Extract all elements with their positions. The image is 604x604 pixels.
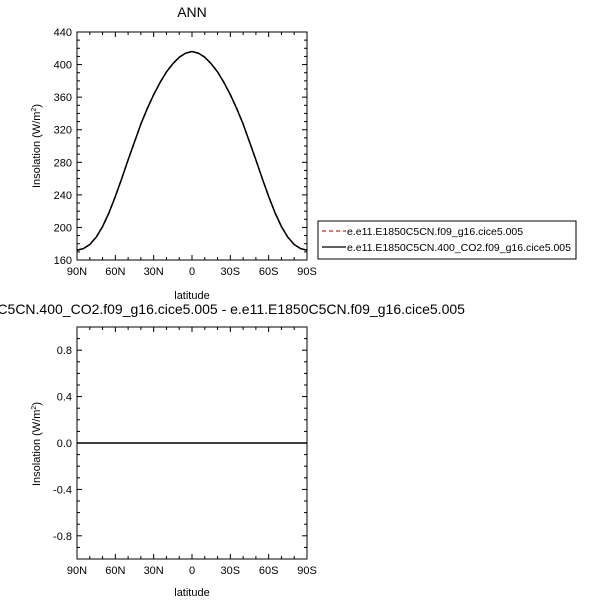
bottom-chart-title: e.e11.E1850C5CN.400_CO2.f09_g16.cice5.00…	[0, 301, 465, 317]
bottom-x-tick-label: 30S	[221, 565, 241, 577]
bottom-y-tick-label: -0.8	[53, 531, 72, 543]
bottom-x-tick-label: 30N	[144, 565, 164, 577]
top-series-line-1	[76, 50, 308, 251]
top-x-tick-label: 30S	[221, 266, 241, 278]
top-y-tick-label: 160	[54, 255, 72, 267]
bottom-panel: e.e11.E1850C5CN.400_CO2.f09_g16.cice5.00…	[0, 301, 465, 599]
bottom-y-tick-label: 0.8	[57, 345, 72, 357]
top-x-tick-label: 0	[189, 266, 195, 278]
top-y-tick-label: 400	[54, 60, 72, 72]
top-y-tick-label: 360	[54, 92, 72, 104]
bottom-x-tick-label: 90N	[67, 565, 87, 577]
legend-box	[317, 220, 577, 260]
top-y-axis-label-close: )	[31, 104, 43, 108]
bottom-x-tick-label: 0	[189, 565, 195, 577]
top-y-tick-label: 320	[54, 125, 72, 137]
top-x-tick-label: 90N	[67, 266, 87, 278]
top-x-tick-label: 90S	[297, 266, 317, 278]
top-series-line-0	[76, 50, 308, 251]
bottom-y-tick-label: -0.4	[53, 484, 72, 496]
bottom-x-tick-label: 90S	[297, 565, 317, 577]
top-y-tick-label: 240	[54, 190, 72, 202]
top-y-tick-label: 200	[54, 222, 72, 234]
bottom-y-axis-label-main: Insolation (W/m	[31, 410, 43, 486]
top-chart-title: ANN	[177, 4, 207, 20]
top-y-axis-label: Insolation (W/m2)	[31, 104, 43, 188]
top-x-axis-label: latitude	[174, 290, 209, 302]
top-y-axis-label-main: Insolation (W/m	[31, 112, 43, 188]
top-y-tick-label: 280	[54, 157, 72, 169]
top-plot-frame	[76, 31, 308, 261]
bottom-y-axis-label-sup: 2	[31, 406, 38, 410]
bottom-y-axis-label-close: )	[31, 402, 43, 406]
bottom-y-tick-label: 0.0	[57, 438, 72, 450]
bottom-y-axis-label: Insolation (W/m2)	[31, 402, 43, 486]
top-y-axis-label-sup: 2	[31, 108, 38, 112]
top-panel: ANN latitude Insolation (W/m2) 90N 60N 30N…	[31, 4, 317, 302]
legend-label-series-1: e.e11.E1850C5CN.400_CO2.f09_g16.cice5.00…	[347, 242, 571, 254]
bottom-x-tick-label: 60S	[259, 565, 279, 577]
bottom-x-axis-label: latitude	[174, 587, 209, 599]
bottom-y-tick-label: 0.4	[57, 392, 72, 404]
top-x-tick-label: 30N	[144, 266, 164, 278]
top-y-tick-label: 440	[54, 27, 72, 39]
top-legend: e.e11.E1850C5CN.f09_g16.cice5.005 e.e11.…	[317, 220, 577, 260]
bottom-x-tick-label: 60N	[105, 565, 125, 577]
top-x-tick-label: 60S	[259, 266, 279, 278]
top-x-tick-label: 60N	[105, 266, 125, 278]
legend-label-series-0: e.e11.E1850C5CN.f09_g16.cice5.005	[347, 226, 523, 238]
